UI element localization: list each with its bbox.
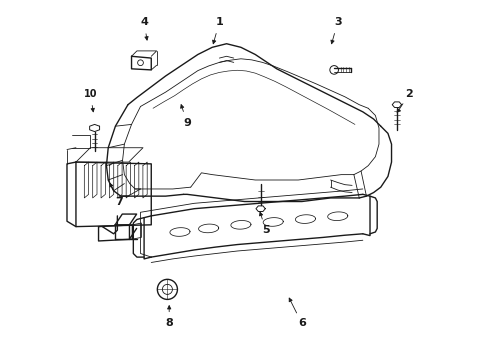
Text: 7: 7 — [115, 197, 122, 207]
Text: 1: 1 — [215, 17, 223, 27]
Text: 4: 4 — [140, 17, 148, 27]
Text: 3: 3 — [333, 17, 341, 27]
Text: 8: 8 — [165, 319, 173, 328]
Text: 2: 2 — [405, 89, 412, 99]
Text: 5: 5 — [262, 225, 269, 235]
Text: 9: 9 — [183, 118, 191, 128]
Text: 10: 10 — [83, 89, 97, 99]
Text: 6: 6 — [297, 319, 305, 328]
